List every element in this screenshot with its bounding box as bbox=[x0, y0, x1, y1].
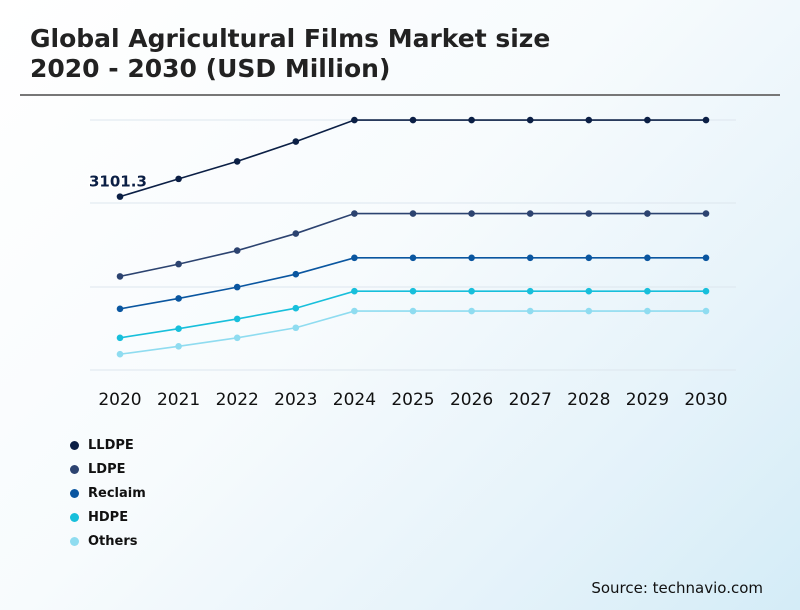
data-point-reclaim-2029 bbox=[644, 254, 651, 262]
x-tick-label: 2022 bbox=[216, 390, 259, 410]
data-label: 3101.3 bbox=[89, 173, 147, 191]
data-point-ldpe-2030 bbox=[702, 210, 710, 217]
legend-label: Others bbox=[88, 534, 138, 550]
legend-marker bbox=[70, 440, 79, 450]
data-point-ldpe-2027 bbox=[526, 210, 534, 217]
legend-item-others: Others bbox=[70, 530, 146, 554]
data-point-others-2024 bbox=[351, 307, 358, 315]
data-point-hdpe-2030 bbox=[702, 287, 710, 295]
data-point-ldpe-2025 bbox=[409, 210, 417, 217]
data-point-lldpe-2026 bbox=[468, 116, 475, 124]
data-point-others-2026 bbox=[468, 307, 475, 315]
data-point-hdpe-2024 bbox=[351, 287, 358, 295]
data-point-reclaim-2030 bbox=[702, 254, 710, 262]
data-point-others-2029 bbox=[644, 307, 651, 315]
data-point-others-2025 bbox=[409, 307, 417, 315]
data-point-reclaim-2027 bbox=[526, 254, 534, 262]
chart-title: Global Agricultural Films Market size 20… bbox=[30, 24, 770, 84]
data-point-others-2028 bbox=[585, 307, 593, 315]
data-point-hdpe-2021 bbox=[175, 325, 182, 332]
data-point-reclaim-2023 bbox=[292, 270, 300, 278]
series-line-reclaim bbox=[119, 257, 706, 310]
legend-item-lldpe: LLDPE bbox=[70, 433, 146, 457]
data-point-reclaim-2021 bbox=[175, 295, 182, 302]
legend-label: LLDPE bbox=[88, 437, 134, 453]
x-tick-label: 2021 bbox=[157, 390, 200, 410]
data-point-lldpe-2027 bbox=[526, 116, 534, 124]
data-point-lldpe-2030 bbox=[702, 116, 710, 124]
data-point-ldpe-2026 bbox=[468, 210, 475, 217]
x-tick-label: 2025 bbox=[391, 390, 434, 410]
legend-item-reclaim: Reclaim bbox=[70, 481, 146, 505]
data-point-hdpe-2029 bbox=[644, 287, 651, 295]
data-point-others-2030 bbox=[702, 307, 710, 315]
data-point-ldpe-2029 bbox=[644, 210, 651, 217]
x-tick-label: 2027 bbox=[509, 390, 552, 410]
data-point-hdpe-2026 bbox=[468, 287, 475, 295]
data-point-lldpe-2025 bbox=[409, 116, 417, 124]
data-point-others-2022 bbox=[233, 334, 241, 342]
data-point-lldpe-2020 bbox=[116, 193, 124, 200]
legend-item-ldpe: LDPE bbox=[70, 457, 146, 481]
chart-legend: LLDPE LDPE Reclaim HDPE Others bbox=[70, 433, 146, 554]
data-point-others-2023 bbox=[292, 324, 300, 332]
data-point-reclaim-2024 bbox=[351, 254, 358, 262]
x-tick-label: 2024 bbox=[333, 390, 376, 410]
series-line-others bbox=[119, 310, 706, 355]
data-point-hdpe-2025 bbox=[409, 287, 417, 295]
data-point-ldpe-2023 bbox=[292, 230, 300, 237]
legend-label: Reclaim bbox=[88, 485, 146, 501]
series-line-ldpe bbox=[119, 212, 706, 278]
legend-label: HDPE bbox=[88, 510, 129, 526]
data-point-hdpe-2028 bbox=[585, 287, 593, 295]
data-point-reclaim-2020 bbox=[116, 305, 124, 313]
data-point-hdpe-2023 bbox=[292, 304, 300, 312]
data-point-ldpe-2022 bbox=[233, 247, 241, 254]
series-line-hdpe bbox=[119, 290, 706, 339]
series-line-lldpe bbox=[119, 119, 706, 198]
data-point-reclaim-2025 bbox=[409, 254, 417, 262]
x-tick-label: 2030 bbox=[684, 390, 727, 410]
data-point-ldpe-2020 bbox=[116, 273, 124, 280]
data-point-lldpe-2029 bbox=[644, 116, 651, 124]
legend-item-hdpe: HDPE bbox=[70, 506, 146, 530]
legend-label: LDPE bbox=[88, 461, 126, 477]
data-point-others-2027 bbox=[526, 307, 534, 315]
data-point-reclaim-2026 bbox=[468, 254, 475, 262]
x-tick-label: 2026 bbox=[450, 390, 493, 410]
x-tick-label: 2020 bbox=[98, 390, 141, 410]
data-point-lldpe-2024 bbox=[351, 116, 358, 124]
data-point-hdpe-2020 bbox=[116, 334, 124, 342]
data-point-lldpe-2021 bbox=[175, 175, 182, 183]
x-tick-label: 2028 bbox=[567, 390, 610, 410]
data-point-ldpe-2021 bbox=[175, 260, 182, 268]
data-point-ldpe-2024 bbox=[351, 210, 358, 217]
data-point-reclaim-2022 bbox=[233, 283, 241, 291]
legend-marker bbox=[70, 464, 79, 474]
data-point-lldpe-2023 bbox=[292, 138, 300, 145]
data-point-reclaim-2028 bbox=[585, 254, 593, 262]
legend-marker bbox=[70, 488, 79, 498]
x-tick-label: 2029 bbox=[626, 390, 669, 410]
data-point-ldpe-2028 bbox=[585, 210, 593, 217]
chart-title-line-1: Global Agricultural Films Market size bbox=[30, 24, 551, 53]
data-point-others-2021 bbox=[175, 343, 182, 350]
data-point-others-2020 bbox=[116, 350, 124, 358]
data-point-lldpe-2022 bbox=[233, 158, 241, 165]
legend-marker bbox=[70, 513, 79, 523]
source-note: Source: technavio.com bbox=[591, 579, 763, 597]
data-point-hdpe-2027 bbox=[526, 287, 534, 295]
chart-title-line-2: 2020 - 2030 (USD Million) bbox=[30, 54, 391, 83]
data-point-hdpe-2022 bbox=[233, 315, 241, 323]
legend-marker bbox=[70, 537, 79, 547]
data-point-lldpe-2028 bbox=[585, 116, 593, 124]
title-divider bbox=[20, 94, 780, 96]
x-tick-label: 2023 bbox=[274, 390, 317, 410]
